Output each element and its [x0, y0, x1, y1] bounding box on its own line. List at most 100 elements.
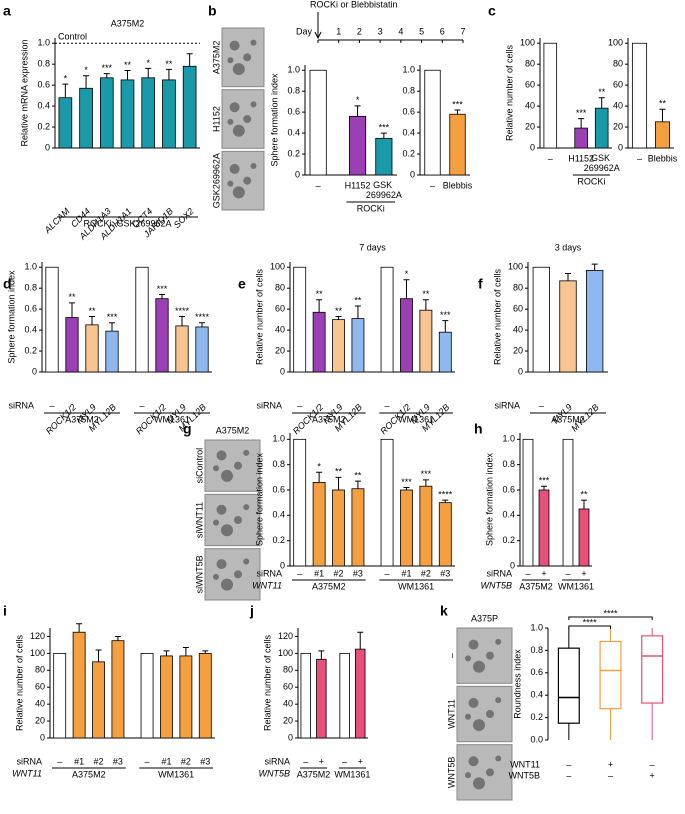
cell-blob: [229, 163, 240, 174]
error-bar: [186, 53, 193, 67]
x-tick-label: Blebbis: [648, 153, 678, 163]
cell-blob: [465, 772, 471, 779]
y-axis-label: Sphere formation index: [269, 73, 279, 167]
panel-letter: b: [208, 3, 217, 19]
box: [557, 647, 580, 724]
y-tick-label: 80: [275, 283, 285, 293]
y-tick-label: 0.4: [272, 510, 285, 520]
y-axis-label: Sphere formation index: [254, 452, 264, 546]
y-tick-label: 0: [410, 169, 415, 179]
bar: [198, 652, 212, 739]
micrograph: [221, 89, 265, 149]
cell-blob: [250, 163, 257, 169]
x-tick-label: Blebbis: [443, 180, 473, 190]
error-bar: [199, 322, 205, 327]
group-label: ROCKi: [577, 176, 605, 186]
bar: [65, 317, 79, 373]
y-tick-label: 0.4: [530, 690, 543, 700]
cell-blob: [234, 516, 242, 524]
y-tick-label: 0: [618, 142, 623, 152]
y-axis-label: Relative number of cells: [254, 268, 264, 365]
group-label: WM1361: [158, 769, 194, 779]
y-tick-label: 0: [280, 366, 285, 376]
bar: [135, 266, 149, 373]
x-tick-label: #1: [314, 568, 324, 578]
y-tick-label: 0.0: [530, 734, 543, 744]
y-tick-label: 1.0: [402, 65, 415, 75]
y-tick-label: 0.4: [502, 510, 515, 520]
cell-blob: [243, 115, 252, 123]
significance: **: [354, 295, 362, 305]
cell-blob: [232, 124, 245, 137]
micrograph: [456, 685, 513, 743]
significance: **: [422, 289, 430, 299]
cell-blob: [229, 102, 240, 113]
y-tick-label: 0.6: [24, 304, 37, 314]
cell-blob: [468, 639, 479, 650]
y-tick-label: 0.4: [402, 127, 415, 137]
error-bar: [598, 97, 605, 109]
y-tick-label: 1.0: [24, 262, 37, 272]
cell-blob: [468, 697, 479, 708]
chart-title: A375M2: [111, 18, 145, 28]
bar: [586, 269, 604, 373]
significance: *: [317, 462, 321, 472]
bar: [654, 121, 671, 149]
y-tick-label: 40: [513, 324, 523, 334]
image-label: GSK269962A: [211, 153, 221, 208]
timeline-tick-label: 4: [398, 26, 403, 36]
y-axis-label: Relative number of cells: [504, 44, 514, 141]
y-tick-label: 0.8: [502, 459, 515, 469]
cell-blob: [213, 519, 219, 526]
y-tick-label: 0: [40, 732, 45, 742]
x-tick-label: –: [565, 568, 570, 578]
panel-letter: a: [3, 3, 11, 19]
y-tick-label: 1.0: [530, 622, 543, 632]
cell-blob: [213, 573, 219, 580]
y-tick-label: 0: [280, 560, 285, 570]
y-tick-label: 100: [30, 648, 45, 658]
row-label: WNT5B: [509, 770, 541, 780]
y-tick-label: 0.4: [24, 324, 37, 334]
error-bar: [62, 83, 69, 98]
significance: ***: [452, 99, 463, 109]
image-label: WNT5B: [446, 757, 456, 789]
cell-blob: [473, 660, 485, 673]
y-tick-label: 0.2: [272, 535, 285, 545]
y-tick-label: 100: [608, 38, 623, 48]
bar: [155, 298, 169, 373]
micrograph: [204, 493, 261, 547]
cell-blob: [486, 768, 494, 777]
x-tick-label: H1152: [568, 153, 594, 163]
x-tick-label: +: [541, 568, 546, 578]
x-tick-label: –: [525, 568, 530, 578]
group-label: A375M2: [519, 581, 553, 591]
image-label: –: [446, 653, 456, 658]
panel-letter: c: [488, 3, 496, 19]
cell-blob: [229, 40, 240, 51]
image-label: H1152: [211, 106, 221, 132]
bar: [332, 319, 345, 373]
significance: **: [659, 99, 667, 109]
micrograph: [221, 150, 265, 211]
y-tick-label: 60: [525, 80, 535, 90]
bar: [58, 97, 73, 149]
bar: [309, 69, 327, 176]
y-tick-label: 20: [35, 715, 45, 725]
y-tick-label: 0: [45, 142, 50, 152]
error-bar: [403, 486, 410, 490]
cell-blob: [227, 180, 234, 187]
y-tick-label: 60: [283, 682, 293, 692]
timeline-tick-label: 5: [419, 26, 424, 36]
bar: [140, 652, 154, 739]
x-tick-label: #2: [334, 568, 344, 578]
significance: *: [84, 65, 88, 75]
x-tick-label: #2: [94, 756, 104, 766]
bar: [160, 655, 173, 739]
bar: [574, 127, 588, 149]
chart-title: 3 days: [555, 242, 582, 252]
cell-blob: [234, 461, 242, 470]
micrograph: [221, 27, 265, 88]
error-bar: [354, 105, 361, 117]
y-tick-label: 80: [613, 59, 623, 69]
